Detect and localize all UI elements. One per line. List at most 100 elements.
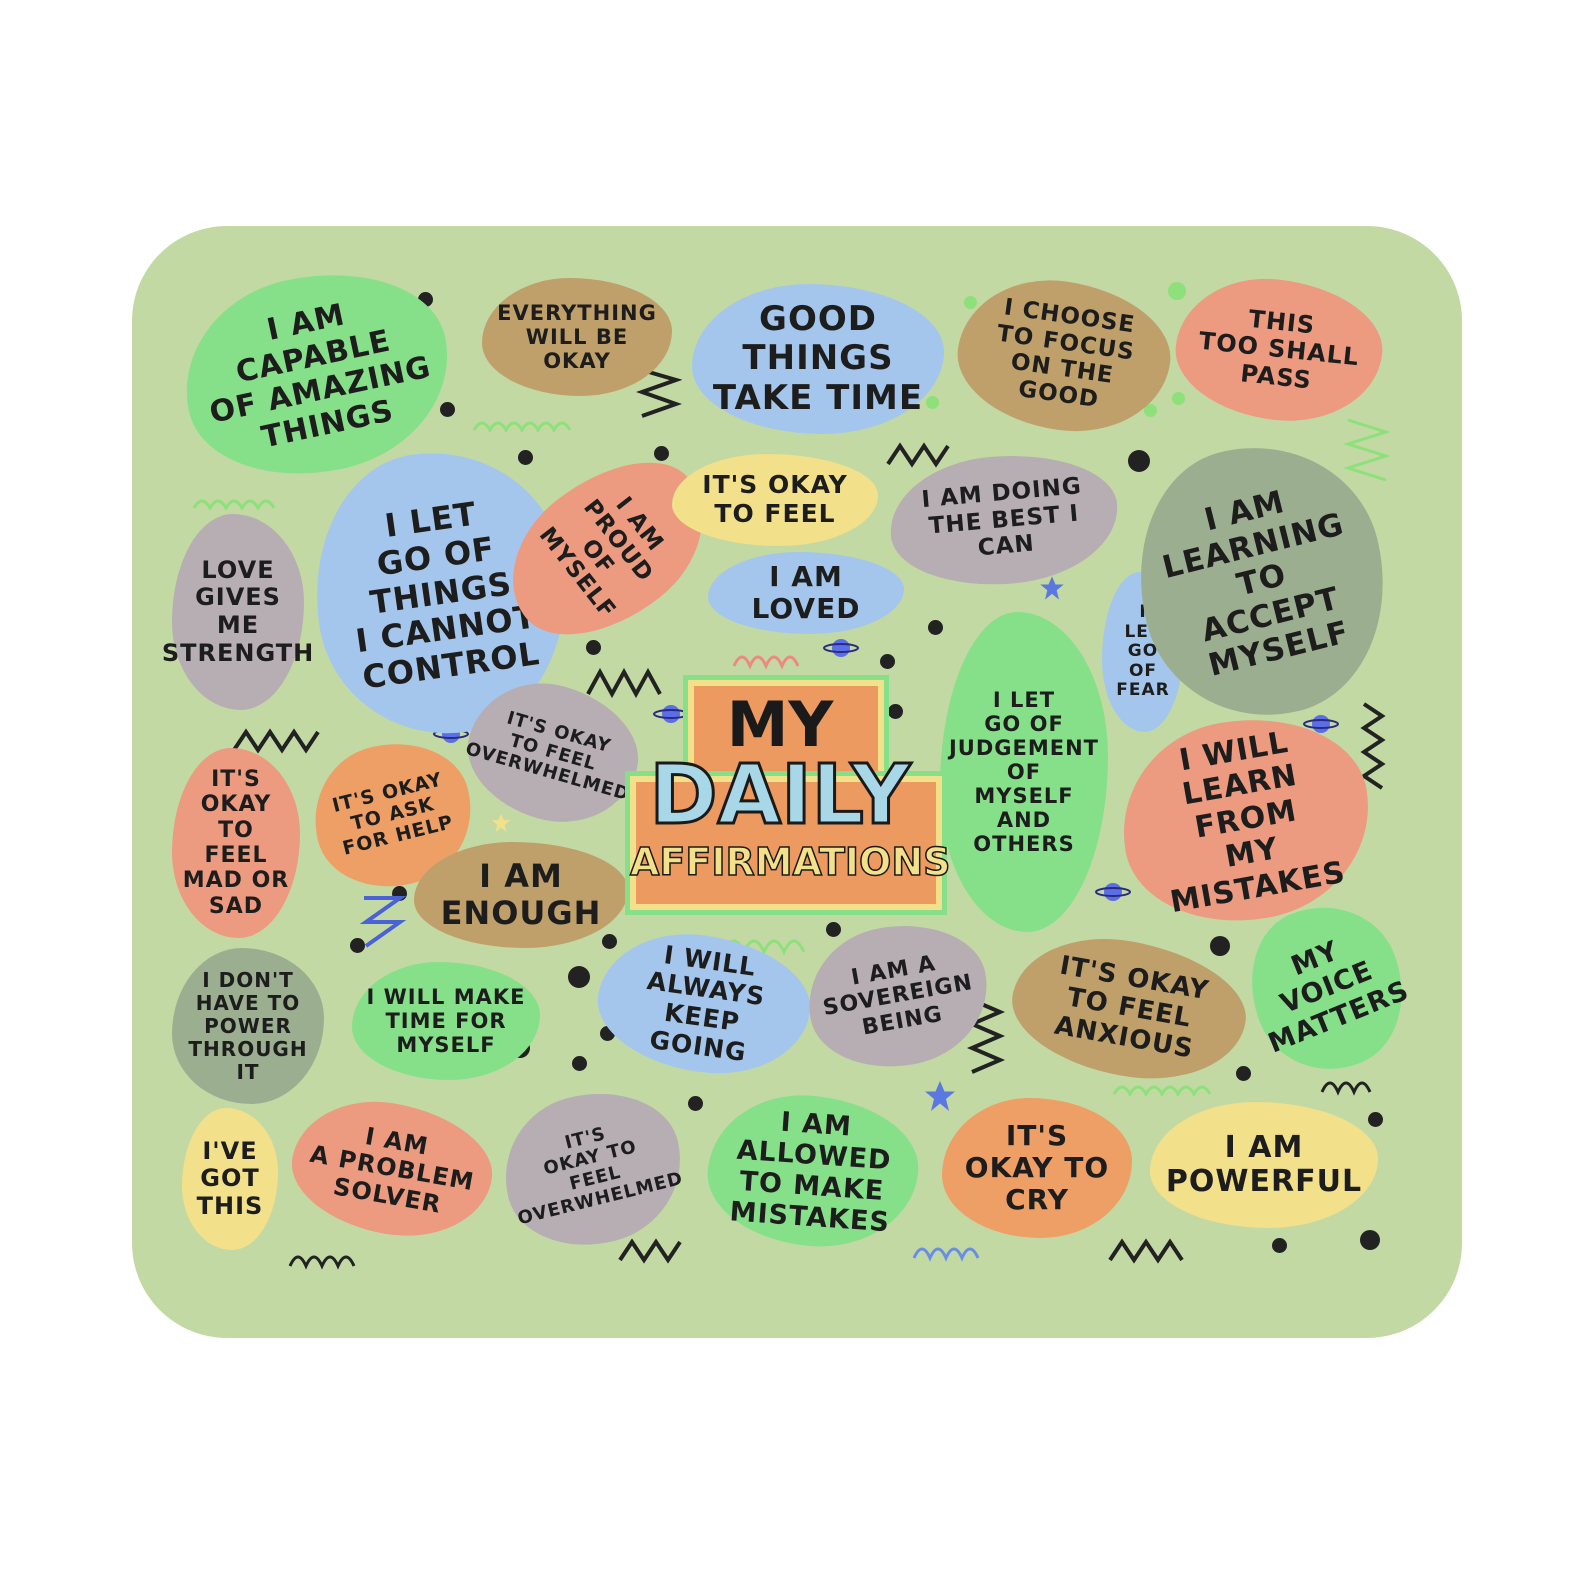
affirmation-text: I AM A SOVEREIGN BEING [821, 951, 975, 1041]
affirmation-bubble: I AM ALLOWED TO MAKE MISTAKES [703, 1088, 923, 1254]
affirmation-bubble: I AM A PROBLEM SOLVER [282, 1087, 502, 1251]
affirmation-text: I CHOOSE TO FOCUS ON THE GOOD [995, 294, 1137, 414]
title-line-daily: DAILY [648, 747, 912, 845]
affirmation-text: I DON'T HAVE TO POWER THROUGH IT [188, 967, 308, 1084]
zigzag-decoration [586, 667, 662, 699]
zigzag-decoration [1343, 418, 1391, 482]
wave-decoration [192, 499, 276, 512]
affirmation-text: THIS TOO SHALL PASS [1197, 304, 1361, 395]
affirmation-text: IT'S OKAY TO FEEL MAD OR SAD [182, 767, 290, 919]
affirmation-text: IT'S OKAY TO FEEL OVERWHELMED [515, 1122, 686, 1230]
zigzag-decoration [618, 1238, 682, 1264]
affirmation-text: IT'S OKAY TO FEEL OVERWHELMED [463, 707, 633, 806]
zigzag-decoration [359, 896, 407, 948]
affirmation-text: IT'S OKAY TO CRY [964, 1118, 1110, 1217]
wave-decoration [1112, 1085, 1212, 1098]
affirmation-bubble: I CHOOSE TO FOCUS ON THE GOOD [948, 267, 1180, 445]
dot-decoration [350, 938, 365, 953]
affirmation-bubble: IT'S OKAY TO CRY [942, 1098, 1132, 1238]
title-badge-bottom [630, 776, 942, 910]
dot-decoration [1272, 1238, 1287, 1253]
zigzag-decoration [232, 728, 320, 754]
mousepad: I AM CAPABLE OF AMAZING THINGS EVERYTHIN… [132, 226, 1462, 1338]
affirmation-text: IT'S OKAY TO ASK FOR HELP [330, 768, 456, 860]
dot-decoration [1360, 1230, 1380, 1250]
dot-decoration [826, 922, 841, 937]
affirmation-text: I WILL LEARN FROM MY MISTAKES [1167, 724, 1349, 920]
green-dot-decoration [1172, 392, 1185, 405]
star-icon [491, 813, 511, 833]
affirmation-bubble: GOOD THINGS TAKE TIME [692, 284, 944, 434]
dot-decoration [572, 1056, 587, 1071]
affirmation-text: EVERYTHING WILL BE OKAY [497, 300, 657, 374]
dot-decoration [440, 402, 455, 417]
dot-decoration [602, 934, 617, 949]
affirmation-bubble: I AM POWERFUL [1150, 1102, 1378, 1228]
affirmation-text: I WILL MAKE TIME FOR MYSELF [366, 984, 526, 1058]
zigzag-decoration [886, 442, 950, 468]
affirmation-text: I AM A PROBLEM SOLVER [307, 1121, 477, 1219]
affirmation-bubble: I WILL LEARN FROM MY MISTAKES [1106, 699, 1386, 941]
wave-decoration [1320, 1081, 1372, 1096]
affirmation-text: I AM LOVED [751, 559, 861, 625]
affirmation-text: I AM POWERFUL [1165, 1129, 1363, 1199]
zigzag-decoration [636, 368, 682, 418]
planet-icon [1095, 883, 1131, 901]
dot-decoration [586, 640, 601, 655]
affirmation-text: LOVE GIVES ME STRENGTH [161, 555, 315, 667]
green-dot-decoration [964, 296, 977, 309]
zigzag-decoration [1108, 1238, 1184, 1264]
affirmation-text: IT'S OKAY TO FEEL [702, 470, 848, 528]
title-badge-top [688, 680, 884, 788]
zigzag-decoration [966, 998, 1006, 1074]
affirmation-text: I AM CAPABLE OF AMAZING THINGS [206, 297, 435, 455]
affirmation-text: I AM ENOUGH [440, 857, 602, 932]
affirmation-text: I AM ALLOWED TO MAKE MISTAKES [728, 1106, 893, 1239]
affirmation-bubble: IT'S OKAY TO FEEL [672, 454, 878, 546]
dot-decoration [880, 654, 895, 669]
affirmation-bubble: EVERYTHING WILL BE OKAY [482, 278, 672, 396]
affirmation-text: IT'S OKAY TO FEEL ANXIOUS [1052, 950, 1212, 1065]
dot-decoration [1368, 1112, 1383, 1127]
affirmation-text: I AM PROUD OF MYSELF [533, 492, 669, 624]
dot-decoration [568, 966, 590, 988]
title-line-affirmations: AFFIRMATIONS [629, 839, 951, 885]
affirmation-bubble: I AM LOVED [708, 552, 904, 634]
affirmation-text: MY VOICE MATTERS [1263, 935, 1414, 1060]
dot-decoration [688, 1096, 703, 1111]
zigzag-decoration [1360, 702, 1386, 790]
star-icon [1040, 576, 1064, 600]
affirmation-text: I'VE GOT THIS [196, 1136, 264, 1220]
affirmation-text: I LET GO OF JUDGEMENT OF MYSELF AND OTHE… [948, 687, 1100, 857]
affirmation-bubble: I AM ENOUGH [414, 842, 628, 948]
affirmation-text: I LET GO OF THINGS I CANNOT CONTROL [353, 494, 543, 697]
green-dot-decoration [1144, 404, 1157, 417]
wave-decoration [732, 655, 800, 670]
dot-decoration [654, 446, 669, 461]
planet-icon [1303, 715, 1339, 733]
affirmation-bubble: I DON'T HAVE TO POWER THROUGH IT [172, 948, 324, 1104]
dot-decoration [1128, 450, 1150, 472]
title-line-my: MY [726, 688, 834, 761]
affirmation-text: GOOD THINGS TAKE TIME [712, 299, 924, 418]
affirmation-bubble: IT'S OKAY TO FEEL MAD OR SAD [172, 748, 300, 938]
affirmation-bubble: I WILL MAKE TIME FOR MYSELF [352, 962, 540, 1080]
star-icon [925, 1081, 955, 1111]
wave-decoration [912, 1247, 980, 1262]
dot-decoration [518, 450, 533, 465]
wave-decoration [288, 1255, 356, 1270]
title-badge: MY DAILY AFFIRMATIONS [629, 680, 951, 910]
green-dot-decoration [926, 396, 939, 409]
dot-decoration [928, 620, 943, 635]
wave-decoration [472, 421, 572, 434]
dot-decoration [1210, 936, 1230, 956]
affirmation-text: I AM DOING THE BEST I CAN [920, 473, 1083, 562]
dot-decoration [1236, 1066, 1251, 1081]
affirmation-bubble: IT'S OKAY TO FEEL OVERWHELMED [488, 1074, 698, 1264]
planet-icon [823, 639, 859, 657]
affirmation-bubble: I LET GO OF JUDGEMENT OF MYSELF AND OTHE… [940, 612, 1108, 932]
affirmation-text: I AM LEARNING TO ACCEPT MYSELF [1158, 483, 1354, 685]
green-dot-decoration [1168, 282, 1186, 300]
affirmation-bubble: THIS TOO SHALL PASS [1169, 269, 1389, 431]
affirmation-bubble: LOVE GIVES ME STRENGTH [162, 514, 313, 710]
